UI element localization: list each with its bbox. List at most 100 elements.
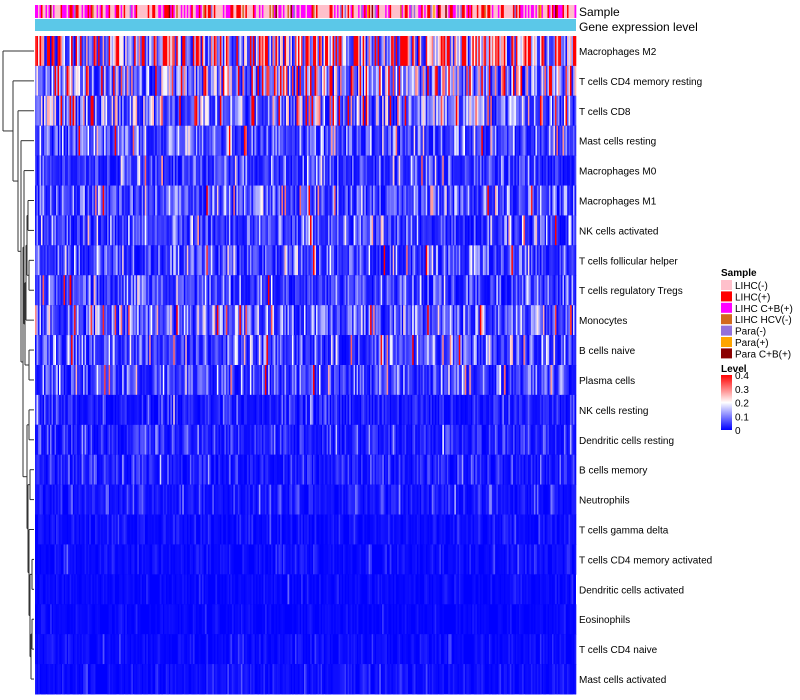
heatmap-cell bbox=[291, 275, 294, 306]
heatmap-cell bbox=[134, 36, 136, 67]
heatmap-cell bbox=[249, 95, 252, 127]
heatmap-cell bbox=[302, 65, 305, 97]
heatmap-cell bbox=[231, 335, 234, 366]
heatmap-cell bbox=[257, 245, 260, 276]
sample-annotation-cell bbox=[125, 5, 127, 18]
heatmap-cell bbox=[517, 185, 520, 216]
heatmap-cell bbox=[65, 155, 67, 186]
heatmap-cell bbox=[180, 95, 183, 127]
heatmap-cell bbox=[448, 245, 451, 276]
heatmap-cell bbox=[221, 36, 224, 67]
heatmap-cell bbox=[89, 305, 91, 336]
heatmap-cell bbox=[505, 394, 508, 426]
heatmap-cell bbox=[149, 305, 152, 336]
heatmap-cell bbox=[236, 155, 239, 186]
heatmap-cell bbox=[296, 185, 299, 216]
heatmap-cell bbox=[428, 365, 431, 396]
heatmap-cell bbox=[84, 335, 87, 366]
heatmap-cell bbox=[47, 185, 49, 216]
heatmap-cell bbox=[143, 245, 145, 276]
heatmap-cell bbox=[352, 335, 354, 366]
heatmap-cell bbox=[123, 155, 126, 186]
heatmap-cell bbox=[267, 245, 270, 276]
heatmap-cell bbox=[373, 305, 375, 336]
heatmap-cell bbox=[454, 365, 457, 396]
heatmap-cell bbox=[78, 424, 81, 456]
heatmap-cell bbox=[222, 424, 225, 456]
sample-annotation-cell bbox=[490, 5, 493, 18]
sample-annotation-cell bbox=[44, 5, 46, 18]
heatmap-cell bbox=[54, 185, 57, 216]
heatmap-cell bbox=[475, 155, 478, 186]
heatmap-cell bbox=[294, 95, 297, 127]
heatmap-cell bbox=[451, 245, 454, 276]
heatmap-cell bbox=[514, 155, 517, 186]
heatmap-cell bbox=[279, 65, 282, 97]
heatmap-cell bbox=[418, 155, 421, 186]
heatmap-cell bbox=[479, 305, 482, 336]
heatmap-cell bbox=[285, 275, 288, 306]
heatmap-cell bbox=[147, 215, 150, 246]
heatmap-cell bbox=[512, 394, 515, 426]
heatmap-cell bbox=[431, 36, 434, 67]
heatmap-cell bbox=[361, 95, 363, 127]
heatmap-cell bbox=[509, 365, 512, 396]
heatmap-cell bbox=[313, 305, 315, 336]
heatmap-cell bbox=[243, 335, 246, 366]
heatmap-cell bbox=[120, 365, 123, 396]
heatmap-cell bbox=[294, 365, 297, 396]
heatmap-cell bbox=[186, 424, 189, 456]
heatmap-cell bbox=[138, 95, 141, 127]
heatmap-cell bbox=[194, 185, 197, 216]
heatmap-cell bbox=[188, 185, 191, 216]
heatmap-cell bbox=[155, 36, 158, 67]
heatmap-cell bbox=[35, 335, 37, 366]
sample-annotation-cell bbox=[110, 5, 112, 18]
heatmap-cell bbox=[361, 275, 363, 306]
heatmap-cell bbox=[128, 65, 130, 97]
heatmap-cell bbox=[83, 215, 85, 246]
sample-annotation-cell bbox=[511, 5, 514, 18]
heatmap-cell bbox=[297, 36, 300, 67]
heatmap-cell bbox=[317, 65, 320, 97]
heatmap-cell bbox=[68, 215, 70, 246]
heatmap-cell bbox=[473, 335, 476, 366]
heatmap-cell bbox=[72, 335, 75, 366]
heatmap-cell bbox=[264, 36, 267, 67]
heatmap-cell bbox=[281, 185, 284, 216]
sample-annotation-cell bbox=[460, 5, 463, 18]
heatmap-cell bbox=[153, 335, 156, 366]
heatmap-cell bbox=[99, 155, 102, 186]
heatmap-cell bbox=[337, 185, 339, 216]
sample-annotation-cell bbox=[532, 5, 535, 18]
heatmap-cell bbox=[313, 36, 315, 67]
heatmap-cell bbox=[370, 365, 372, 396]
heatmap-cell bbox=[439, 394, 442, 426]
heatmap-cell bbox=[490, 275, 493, 306]
heatmap-cell bbox=[404, 394, 407, 426]
heatmap-cell bbox=[472, 365, 475, 396]
heatmap-cell bbox=[383, 185, 386, 216]
heatmap-cell bbox=[240, 365, 243, 396]
heatmap-cell bbox=[47, 245, 49, 276]
heatmap-cell bbox=[35, 394, 37, 426]
heatmap-cell bbox=[412, 215, 414, 246]
heatmap-cell bbox=[197, 424, 200, 456]
heatmap-cell bbox=[356, 36, 359, 67]
heatmap-cell bbox=[105, 185, 108, 216]
heatmap-cell bbox=[215, 215, 218, 246]
heatmap-cell bbox=[134, 394, 136, 426]
heatmap-cell bbox=[541, 36, 544, 67]
heatmap-cell bbox=[523, 275, 526, 306]
sample-annotation-cell bbox=[472, 5, 475, 18]
heatmap-cell bbox=[310, 305, 312, 336]
heatmap-cell bbox=[287, 335, 290, 366]
heatmap-cell bbox=[500, 36, 503, 67]
heatmap-cell bbox=[251, 155, 254, 186]
heatmap-cell bbox=[362, 125, 365, 157]
heatmap-cell bbox=[216, 394, 219, 426]
heatmap-cell bbox=[571, 335, 574, 366]
heatmap-cell bbox=[116, 275, 118, 306]
heatmap-cell bbox=[168, 305, 171, 336]
heatmap-cell bbox=[237, 305, 240, 336]
